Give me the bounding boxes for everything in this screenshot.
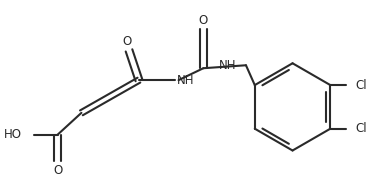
Text: O: O	[123, 35, 132, 48]
Text: NH: NH	[177, 74, 194, 87]
Text: O: O	[199, 14, 208, 27]
Text: Cl: Cl	[355, 122, 367, 135]
Text: O: O	[53, 164, 62, 177]
Text: HO: HO	[4, 128, 22, 141]
Text: Cl: Cl	[355, 79, 367, 92]
Text: NH: NH	[219, 59, 236, 72]
